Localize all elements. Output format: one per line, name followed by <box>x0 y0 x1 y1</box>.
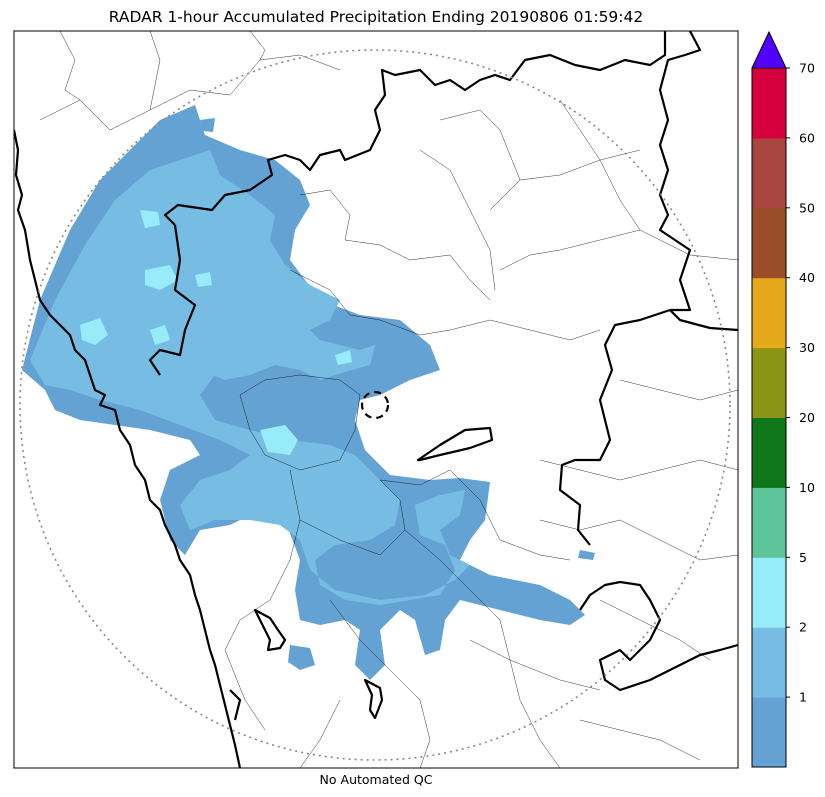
radar-site-marker <box>360 390 390 420</box>
radar-range-ring <box>19 49 731 761</box>
colorbar-bin <box>752 627 786 698</box>
colorbar-tick-label: 40 <box>799 270 815 285</box>
colorbar: 1 2 5 10 20 30 40 50 60 70 <box>751 30 815 768</box>
colorbar-bin <box>752 417 786 488</box>
map-title: RADAR 1-hour Accumulated Precipitation E… <box>108 8 644 26</box>
qc-note: No Automated QC <box>319 772 433 787</box>
colorbar-bin <box>752 697 786 768</box>
colorbar-bin <box>752 557 786 628</box>
precip-layer-heavy <box>80 210 352 455</box>
colorbar-bin <box>752 137 786 209</box>
colorbar-tick-label: 30 <box>799 340 815 355</box>
admin-boundaries <box>39 31 738 768</box>
colorbar-bin <box>752 487 786 558</box>
precip-layer-moderate <box>30 150 470 605</box>
colorbar-tick-label: 70 <box>799 61 815 76</box>
colorbar-tick-label: 5 <box>799 550 807 565</box>
colorbar-bin <box>752 207 786 279</box>
colorbar-tick-label: 10 <box>799 480 815 495</box>
map-border <box>13 30 739 769</box>
colorbar-tick-label: 20 <box>799 410 815 425</box>
colorbar-tick-label: 2 <box>799 620 807 635</box>
coastline <box>14 129 242 768</box>
colorbar-tick-label: 60 <box>799 130 815 145</box>
colorbar-extend-arrow <box>751 30 787 69</box>
colorbar-bin <box>752 347 786 418</box>
colorbar-tick-label: 50 <box>799 200 815 215</box>
colorbar-bin <box>752 68 786 139</box>
state-boundaries <box>148 31 738 721</box>
colorbar-tick-label: 1 <box>799 690 807 705</box>
colorbar-bin <box>752 277 786 349</box>
